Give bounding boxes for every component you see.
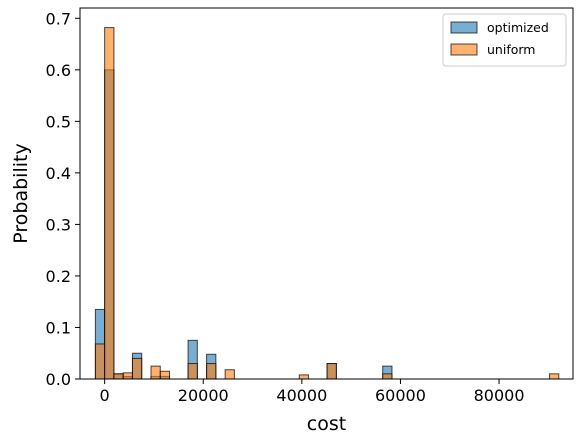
bar-uniform-10	[298, 374, 310, 380]
x-axis-label: cost	[307, 413, 346, 435]
plot-frame	[79, 7, 574, 380]
y-tick-label: 0.0	[46, 370, 71, 389]
y-tick-label: 0.6	[46, 61, 71, 80]
y-tick-label: 0.2	[46, 267, 71, 286]
bar-uniform-2	[113, 373, 124, 380]
legend-swatch-optimized	[450, 21, 478, 34]
legend-swatch-uniform	[450, 43, 478, 56]
y-axis-label: Probability	[10, 143, 32, 243]
bar-uniform-11	[326, 363, 337, 380]
x-tick-label: 80000	[474, 386, 525, 405]
bar-uniform-7	[187, 363, 198, 380]
bar-uniform-3	[122, 372, 133, 380]
bar-uniform-5	[150, 365, 161, 380]
legend: optimized uniform	[442, 13, 567, 67]
bar-uniform-13	[549, 373, 560, 380]
x-axis: 0 20000 40000 60000 80000	[100, 379, 525, 405]
bar-uniform-4	[131, 357, 143, 380]
bar-uniform-1	[104, 27, 115, 380]
x-tick-label: 60000	[375, 386, 426, 405]
bar-uniform-9	[224, 369, 235, 380]
y-tick-label: 0.5	[46, 112, 71, 131]
bars-layer	[94, 27, 560, 380]
y-tick-label: 0.7	[46, 9, 71, 28]
y-axis: 0.0 0.1 0.2 0.3 0.4 0.5 0.6 0.7	[46, 9, 80, 389]
y-tick-label: 0.3	[46, 215, 71, 234]
legend-label-uniform: uniform	[487, 42, 535, 57]
x-tick-label: 0	[100, 386, 110, 405]
legend-label-optimized: optimized	[487, 20, 549, 35]
y-tick-label: 0.4	[46, 164, 71, 183]
y-tick-label: 0.1	[46, 318, 71, 337]
bar-uniform-8	[206, 363, 217, 380]
bar-uniform-12	[382, 373, 393, 380]
x-tick-label: 40000	[276, 386, 327, 405]
x-tick-label: 20000	[178, 386, 229, 405]
bar-uniform-0	[94, 343, 106, 380]
bar-uniform-6	[159, 370, 171, 380]
